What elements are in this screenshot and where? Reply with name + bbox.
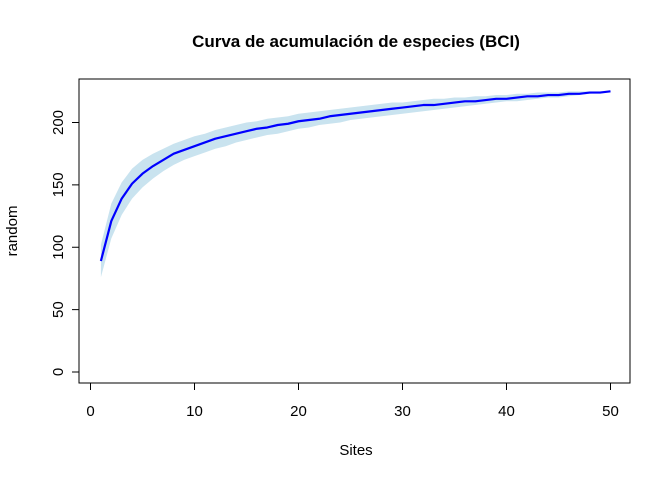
- x-tick-label: 20: [290, 403, 307, 420]
- chart-title: Curva de acumulación de especies (BCI): [192, 32, 520, 51]
- x-tick-label: 0: [86, 403, 94, 420]
- confidence-band: [100, 91, 611, 278]
- x-tick-label: 30: [394, 403, 411, 420]
- y-tick-label: 50: [50, 301, 67, 318]
- y-tick-label: 100: [50, 235, 67, 260]
- x-axis: 0 10 20 30 40 50: [86, 382, 619, 420]
- plot-area: [99, 90, 611, 278]
- x-tick-label: 10: [186, 403, 203, 420]
- plot-frame: [78, 78, 631, 384]
- x-axis-label: Sites: [339, 442, 372, 459]
- y-axis-label: random: [4, 206, 21, 257]
- accumulation-line: [99, 90, 611, 262]
- y-axis: 0 50 100 150 200: [50, 110, 80, 376]
- y-tick-label: 200: [50, 110, 67, 135]
- y-tick-label: 150: [50, 172, 67, 197]
- y-tick-label: 0: [50, 368, 67, 376]
- x-tick-label: 40: [498, 403, 515, 420]
- x-tick-label: 50: [602, 403, 619, 420]
